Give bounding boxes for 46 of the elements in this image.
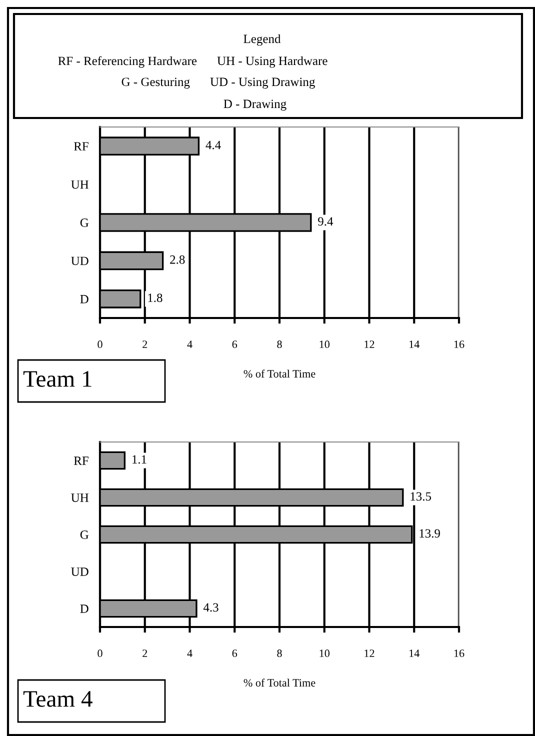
x-tick-label: 8 (277, 650, 282, 658)
text: G - Gesturing (122, 78, 190, 89)
y-tick-label: UH (71, 494, 89, 502)
y-tick-label: G (80, 530, 88, 539)
y-tick-label: G (80, 218, 88, 227)
y-tick-label: UD (71, 256, 88, 266)
x-tick-label: 8 (277, 340, 282, 348)
text: Team 1 (23, 371, 92, 387)
y-tick-label: RF (74, 142, 88, 150)
x-tick-label: 6 (232, 340, 238, 348)
x-tick-label: 4 (187, 340, 192, 348)
text: UH - Using Hardware (217, 56, 328, 68)
x-tick-label: 14 (410, 340, 420, 348)
y-tick-label: RF (74, 456, 88, 465)
x-tick-label: 16 (454, 340, 464, 348)
text: D - Drawing (224, 100, 286, 111)
x-tick-label: 16 (454, 650, 464, 658)
data-label: 4.3 (203, 603, 218, 612)
text: Legend (244, 34, 281, 46)
data-label: 2.8 (170, 255, 185, 264)
x-tick-label: 6 (232, 650, 238, 658)
data-label: 1.1 (132, 455, 146, 464)
text: UD - Using Drawing (210, 78, 315, 89)
x-tick-label: 2 (142, 340, 148, 348)
data-label: 13.5 (410, 492, 432, 501)
x-tick-label: 12 (364, 340, 374, 348)
x-tick-label: 2 (142, 650, 148, 657)
data-label: 13.9 (420, 529, 440, 538)
x-tick-label: 10 (320, 650, 330, 658)
x-tick-label: 0 (98, 650, 102, 658)
data-label: 4.4 (206, 140, 221, 150)
y-tick-label: UH (71, 180, 89, 189)
text: RF - Referencing Hardware (58, 56, 197, 68)
data-label: 1.8 (148, 294, 162, 302)
x-tick-label: 0 (98, 340, 102, 348)
data-label: 9.4 (318, 217, 334, 226)
x-tick-label: 12 (364, 650, 374, 657)
x-axis-title: % of Total Time (244, 370, 316, 378)
text: Team 4 (23, 691, 92, 707)
y-tick-label: D (80, 295, 88, 304)
x-tick-label: 14 (410, 650, 420, 657)
y-tick-label: D (80, 604, 88, 613)
x-axis-title: % of Total Time (244, 678, 316, 687)
y-tick-label: UD (71, 568, 88, 576)
x-tick-label: 4 (187, 650, 192, 657)
x-tick-label: 10 (320, 340, 330, 348)
